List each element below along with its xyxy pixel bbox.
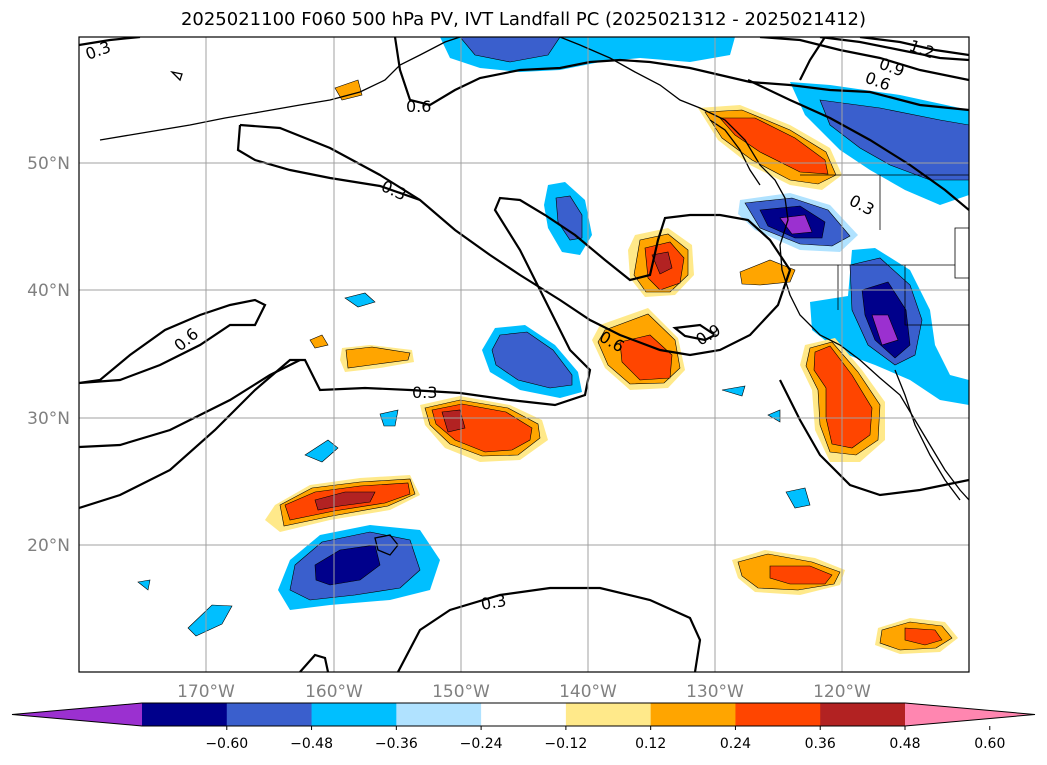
shade-blob-128w	[732, 550, 845, 595]
shade-small-blue-5	[721, 385, 746, 397]
shade-hawaii-negative	[278, 525, 440, 610]
shade-small-blue-2	[304, 439, 339, 463]
shade-blob-145w	[482, 325, 582, 398]
colorbar-tick-label: −0.12	[544, 736, 587, 752]
colorbar-tick-label: 0.60	[974, 736, 1005, 752]
colorbar-tick-label: −0.48	[290, 736, 333, 752]
colorbar-tick-label: 0.48	[889, 736, 920, 752]
colorbar-segment	[565, 703, 652, 726]
lon-label: 170°W	[177, 682, 235, 702]
colorbar-tick-label: −0.36	[375, 736, 418, 752]
shade-small-orange-2	[334, 79, 363, 101]
latitude-labels: 50°N 40°N 30°N 20°N	[27, 154, 70, 556]
shade-blob-150w	[420, 396, 548, 462]
lat-label: 20°N	[27, 536, 70, 556]
colorbar-segment	[226, 703, 313, 726]
pv-contours	[79, 37, 969, 672]
lon-label: 140°W	[559, 682, 617, 702]
longitude-labels: 170°W 160°W 150°W 140°W 130°W 120°W	[177, 682, 871, 702]
colorbar-segment	[311, 703, 397, 726]
colorbar-tick-label: −0.60	[205, 736, 248, 752]
lon-label: 120°W	[813, 682, 871, 702]
colorbar-segment	[735, 703, 821, 726]
lon-label: 130°W	[686, 682, 744, 702]
shade-small-blue-8	[137, 579, 151, 591]
colorbar-extend-low	[12, 703, 142, 726]
colorbar-outline	[11, 702, 1036, 727]
political-borders	[790, 174, 969, 326]
shade-blob-135w-south	[592, 308, 685, 390]
colorbar-tick-label: 0.36	[805, 736, 836, 752]
colorbar-segment	[142, 703, 228, 726]
colorbar-tick-label: 0.24	[720, 736, 751, 752]
colorbar-segment	[650, 703, 736, 726]
shade-pacific-nw-positive	[698, 105, 842, 190]
lat-label: 30°N	[27, 409, 70, 429]
colorbar-extend-high	[905, 703, 1035, 726]
lat-label: 40°N	[27, 281, 70, 301]
colorbar-segment	[396, 703, 482, 726]
shade-small-blue-3	[187, 604, 233, 637]
colorbar-tick-label: −0.24	[460, 736, 503, 752]
shade-california-negative	[810, 248, 969, 405]
colorbar: −0.60 −0.48 −0.36 −0.24 −0.12 0.12 0.24 0.36 0.4…	[11, 702, 1036, 752]
map-title: 2025021100 F060 500 hPa PV, IVT Landfall…	[180, 9, 867, 30]
shade-small-blue-1	[344, 292, 376, 308]
colorbar-segment	[820, 703, 906, 726]
map-plot-area: 0.3 0.6 0.3 0.6 0.3 0.6 0.9 1.2 0.9 0.6 …	[79, 37, 969, 672]
gridlines	[79, 37, 969, 672]
contour-label: 0.3	[412, 383, 437, 402]
ivt-shading	[137, 37, 969, 654]
contour-label: 0.3	[479, 591, 507, 614]
shade-blob-157w	[340, 345, 414, 372]
shade-oregon-negative	[738, 193, 858, 252]
lon-label: 160°W	[305, 682, 363, 702]
shade-blob-115w	[875, 618, 958, 654]
colorbar-segment	[481, 703, 567, 726]
contour-label: 0.6	[406, 97, 431, 116]
shade-small-orange-1	[309, 334, 329, 349]
shade-blob-135w	[628, 228, 694, 297]
shade-small-blue-7	[785, 487, 811, 509]
lat-label: 50°N	[27, 154, 70, 174]
colorbar-tick-label: 0.12	[635, 736, 666, 752]
shade-blob-142w	[544, 182, 592, 255]
map-frame	[78, 36, 970, 673]
shade-hawaii-positive	[265, 475, 420, 532]
lon-label: 150°W	[432, 682, 490, 702]
